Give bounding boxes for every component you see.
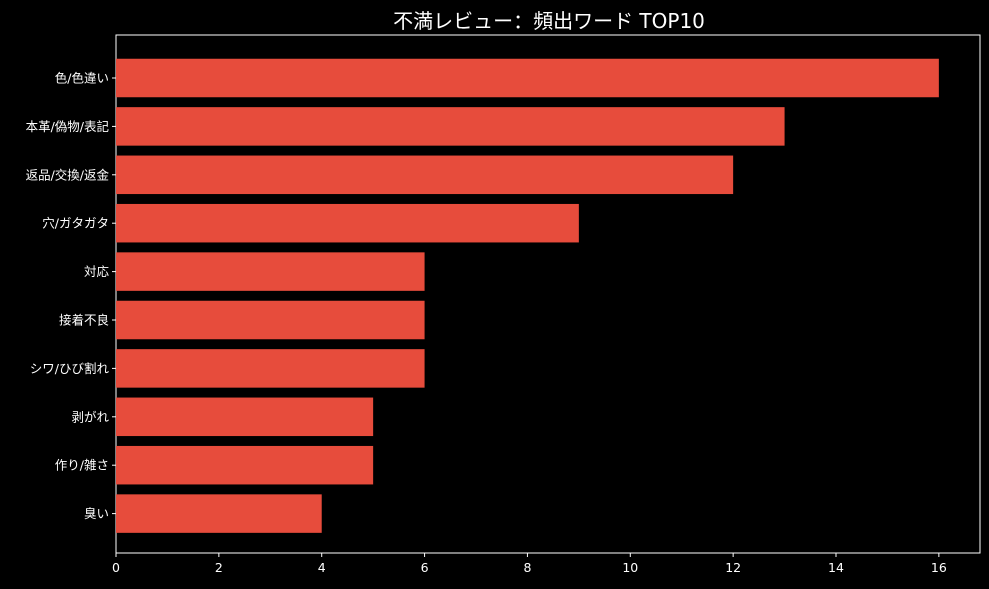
x-tick-label: 16 (931, 560, 947, 575)
y-tick-label: 穴/ガタガタ (42, 216, 109, 231)
bar-6 (116, 300, 425, 340)
x-tick-label: 14 (828, 560, 844, 575)
x-tick-label: 10 (622, 560, 638, 575)
bar-1 (116, 58, 939, 98)
chart-title: 不満レビュー：頻出ワード TOP10 (393, 9, 705, 33)
x-axis: 0 2 4 6 8 10 12 14 16 (112, 553, 947, 575)
plot-frame (115, 34, 981, 554)
x-tick-label: 4 (318, 560, 326, 575)
bar-3 (116, 155, 734, 195)
y-tick-label: 接着不良 (59, 313, 109, 328)
y-tick-label: 剥がれ (71, 409, 109, 424)
y-tick-label: 作り/雑さ (55, 458, 109, 473)
bars-group (116, 58, 939, 533)
y-tick-label: 色/色違い (55, 71, 109, 86)
y-tick-label: シワ/ひび割れ (30, 361, 110, 376)
bar-10 (116, 494, 322, 533)
bar-2 (116, 107, 785, 146)
x-tick-label: 6 (421, 560, 429, 575)
bar-9 (116, 445, 374, 485)
y-tick-label: 返品/交換/返金 (26, 167, 110, 182)
bar-8 (116, 397, 374, 437)
x-tick-label: 12 (725, 560, 741, 575)
x-tick-label: 2 (215, 560, 223, 575)
y-tick-label: 臭い (84, 506, 109, 521)
y-tick-label: 対応 (84, 264, 110, 279)
y-axis: 色/色違い本革/偽物/表記返品/交換/返金穴/ガタガタ対応接着不良シワ/ひび割れ… (26, 71, 116, 521)
bar-5 (116, 252, 425, 291)
bar-4 (116, 203, 579, 243)
x-tick-label: 0 (112, 560, 120, 575)
bar-7 (116, 349, 425, 388)
y-tick-label: 本革/偽物/表記 (26, 119, 109, 134)
x-tick-label: 8 (523, 560, 531, 575)
